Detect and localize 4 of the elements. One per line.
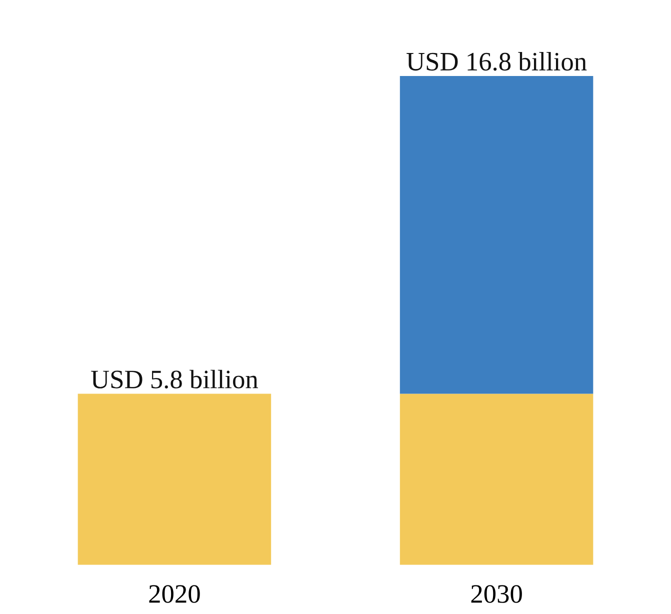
total-label: USD 16.8 billion [406, 52, 587, 71]
total-label: USD 5.8 billion [91, 370, 258, 389]
x-tick-label: 2020 [149, 585, 200, 603]
x-tick-label: 2030 [471, 585, 522, 603]
